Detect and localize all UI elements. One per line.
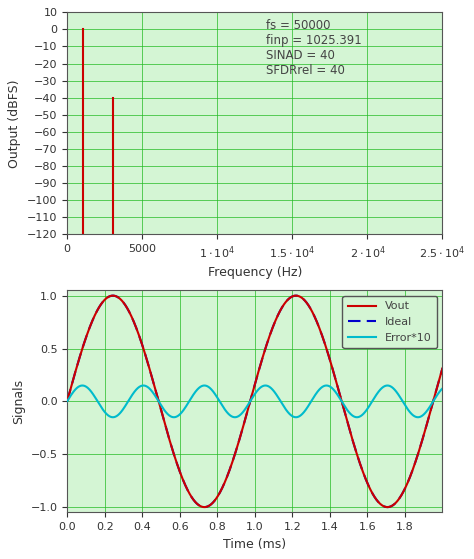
Error*10 (428, 401, 434, 408)
Ideal (243, 415, 248, 421)
Vout (384, 504, 390, 510)
Ideal (428, 405, 434, 412)
X-axis label: Frequency (Hz): Frequency (Hz) (208, 266, 302, 280)
Ideal (293, 292, 299, 299)
Ideal (384, 504, 390, 510)
Vout (225, 471, 231, 478)
Error*10 (384, 382, 390, 389)
Error*10 (415, 414, 421, 420)
Line: Ideal: Ideal (67, 296, 443, 507)
Line: Vout: Vout (67, 296, 443, 507)
Ideal (64, 398, 70, 405)
Text: fs = 50000
finp = 1025.391
SINAD = 40
SFDRrel = 40: fs = 50000 finp = 1025.391 SINAD = 40 SF… (266, 19, 362, 77)
Vout (243, 415, 248, 421)
Line: Error*10: Error*10 (67, 386, 443, 417)
Y-axis label: Output (dBFS): Output (dBFS) (9, 79, 21, 168)
Vout (64, 398, 70, 405)
Legend: Vout, Ideal, Error*10: Vout, Ideal, Error*10 (342, 296, 437, 348)
Vout (222, 479, 228, 486)
Vout (428, 405, 434, 412)
Ideal (440, 365, 446, 372)
Y-axis label: Signals: Signals (12, 379, 25, 424)
Error*10 (225, 410, 231, 416)
Ideal (337, 391, 343, 398)
Ideal (410, 467, 415, 474)
Vout (293, 292, 299, 299)
Error*10 (64, 398, 70, 405)
Error*10 (410, 411, 415, 418)
X-axis label: Time (ms): Time (ms) (223, 538, 286, 551)
Error*10 (222, 406, 228, 413)
Ideal (222, 479, 228, 486)
Vout (440, 365, 446, 372)
Error*10 (243, 405, 248, 412)
Error*10 (440, 385, 446, 392)
Vout (337, 391, 343, 398)
Vout (410, 467, 415, 474)
Error*10 (337, 395, 343, 402)
Ideal (225, 471, 231, 478)
